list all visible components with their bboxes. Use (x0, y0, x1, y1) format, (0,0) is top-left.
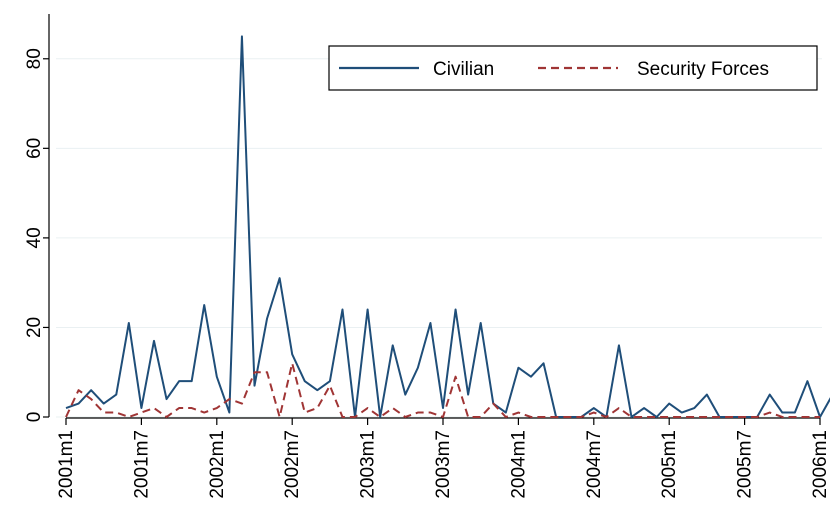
x-tick-label: 2004m7 (584, 430, 605, 499)
x-tick-label: 2005m1 (659, 430, 680, 499)
gridlines (56, 58, 822, 418)
x-tick-label: 2001m7 (131, 430, 152, 499)
axes: 0 20 40 60 80 2001m1 2001m7 2002m1 2002m7 2003m1 2… (24, 14, 830, 499)
x-tick-label: 2004m1 (508, 430, 529, 499)
legend-label-security-forces: Security Forces (637, 59, 769, 80)
y-tick-label: 0 (24, 412, 45, 423)
x-tick-label: 2005m7 (735, 430, 756, 499)
series-layer (65, 35, 830, 418)
y-tick-label: 20 (24, 317, 45, 338)
x-tick-label: 2006m1 (810, 430, 830, 499)
legend-label-civilian: Civilian (433, 59, 494, 80)
x-tick-label: 2003m1 (358, 430, 379, 499)
y-tick-label: 60 (24, 138, 45, 159)
x-tick-label: 2001m1 (56, 430, 77, 499)
x-tick-label: 2002m7 (282, 430, 303, 499)
x-tick-label: 2003m7 (433, 430, 454, 499)
series-line-security-forces (65, 362, 820, 418)
y-tick-label: 40 (24, 227, 45, 248)
series-line-civilian (65, 35, 830, 418)
x-tick-label: 2002m1 (207, 430, 228, 499)
legend: Civilian Security Forces (328, 45, 818, 91)
y-tick-label: 80 (24, 48, 45, 69)
